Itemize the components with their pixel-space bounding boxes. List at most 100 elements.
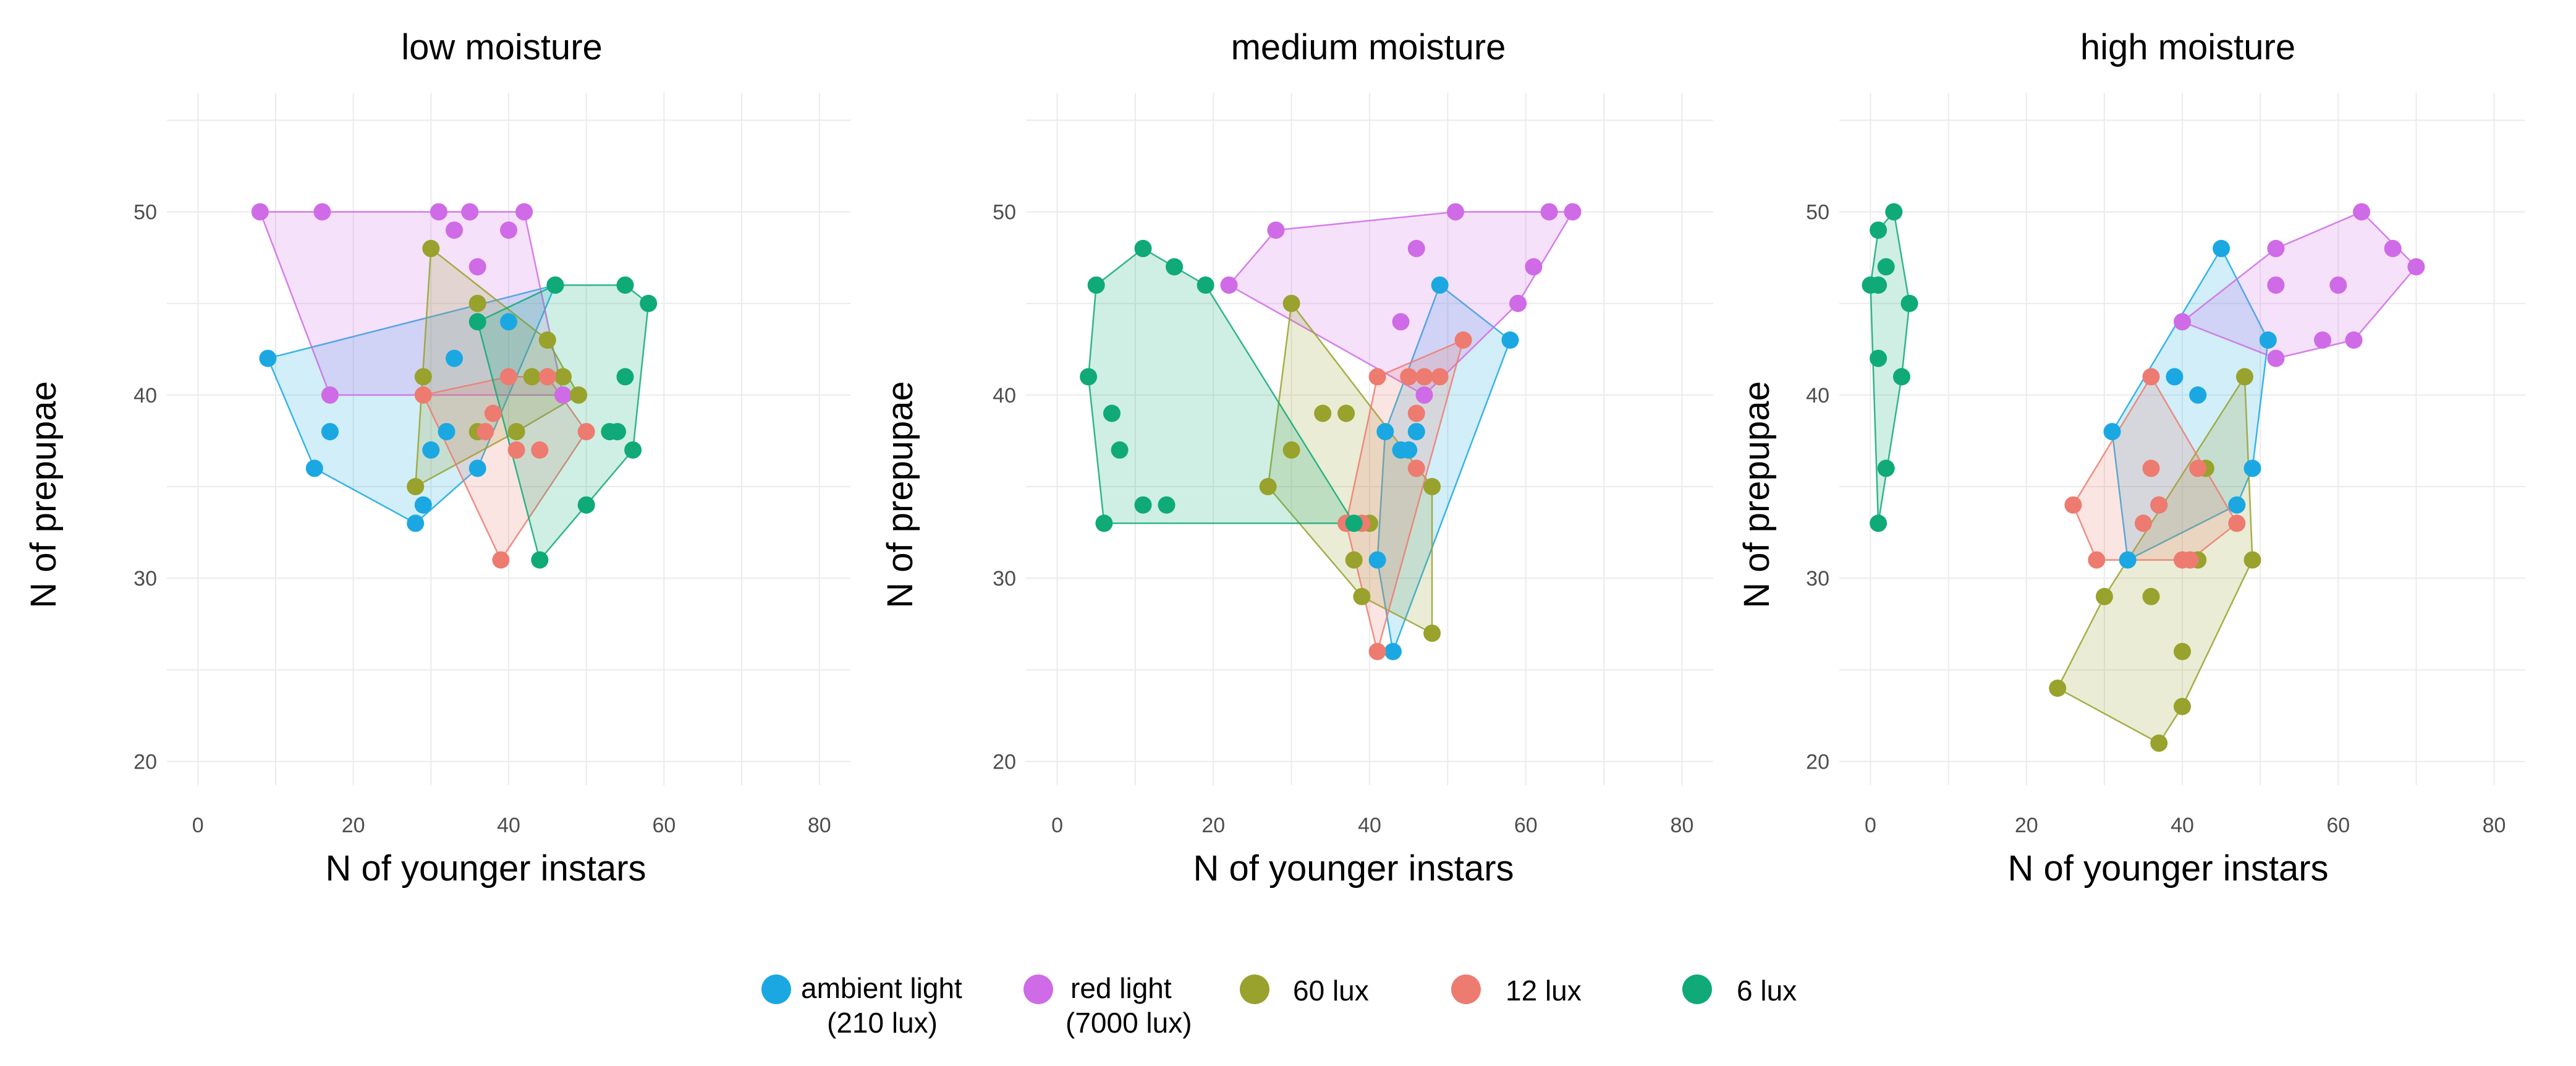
data-point-60-lux [1353,587,1371,605]
data-point-ambient-light-210-lux [1376,423,1394,441]
plot-grid [1839,93,2525,785]
data-point-red-light-7000-lux [1392,313,1410,331]
data-point-ambient-light-210-lux [2166,368,2184,386]
data-point-12-lux [2150,496,2168,514]
x-tick-label: 40 [1358,814,1381,837]
data-point-6-lux [1134,496,1152,514]
data-point-12-lux [507,441,525,459]
data-point-12-lux [1407,404,1425,422]
data-point-6-lux [1885,203,1903,221]
data-point-6-lux [616,368,634,386]
data-point-red-light-7000-lux [515,203,533,221]
axis-ticks: 0 20 40 60 80 20 30 40 50 [1806,201,2506,837]
y-tick-label: 30 [1806,567,1829,591]
legend-marker [761,974,791,1004]
data-point-red-light-7000-lux [500,221,517,239]
data-point-12-lux [2142,459,2160,477]
legend-marker [1682,974,1712,1004]
data-point-red-light-7000-lux [1447,203,1464,221]
legend-item-6-lux: 6 lux [1682,974,1797,1007]
data-point-12-lux [500,368,517,386]
data-point-red-light-7000-lux [1220,276,1238,294]
x-tick-label: 60 [1514,814,1538,837]
data-point-12-lux [2228,514,2246,532]
data-point-60-lux [407,478,425,495]
data-point-ambient-light-210-lux [1384,642,1402,660]
data-point-12-lux [1454,331,1472,349]
hull-60-lux [1267,301,1433,635]
data-point-6-lux [1345,514,1363,532]
x-tick-label: 20 [342,814,365,837]
data-point-6-lux [1877,459,1895,477]
data-point-12-lux [577,423,595,441]
data-point-6-lux [1197,276,1214,294]
data-point-6-lux [1111,441,1129,459]
data-point-6-lux [577,496,595,514]
data-point-12-lux [1431,368,1449,386]
data-point-12-lux [477,423,494,441]
data-point-12-lux [531,441,549,459]
data-point-red-light-7000-lux [1415,386,1433,404]
data-point-6-lux [1870,276,1888,294]
data-point-12-lux [414,386,432,404]
plot-grid [1026,93,1713,785]
data-point-60-lux [538,331,556,349]
data-point-ambient-light-210-lux [259,349,277,367]
data-point-60-lux [422,239,440,257]
data-point-ambient-light-210-lux [1407,423,1425,441]
data-point-12-lux [1407,459,1425,477]
legend-label: 12 lux [1506,974,1582,1007]
data-point-red-light-7000-lux [2329,276,2347,294]
data-point-6-lux [1103,404,1121,422]
data-point-60-lux [554,368,572,386]
data-point-12-lux [1368,368,1386,386]
data-point-ambient-light-210-lux [438,423,455,441]
panel-title: low moisture [401,27,603,67]
y-axis-label: N of prepupae [23,381,64,608]
x-axis-label: N of younger instars [1193,848,1514,889]
data-point-red-light-7000-lux [1540,203,1558,221]
data-point-60-lux [414,368,432,386]
data-point-6-lux [531,551,549,569]
x-tick-label: 80 [808,814,831,837]
data-point-60-lux [1314,404,1332,422]
panel-title: medium moisture [1231,27,1506,67]
data-point-ambient-light-210-lux [1368,551,1386,569]
data-point-red-light-7000-lux [2384,239,2402,257]
legend-sublabel: (7000 lux) [1066,1007,1192,1039]
legend-label: 60 lux [1293,974,1369,1007]
data-point-60-lux [1259,478,1277,495]
data-point-ambient-light-210-lux [2103,423,2121,441]
x-tick-label: 80 [2483,814,2506,837]
legend: ambient light (210 lux) red light (7000 … [761,972,1797,1039]
legend-label: 6 lux [1737,974,1797,1007]
data-point-12-lux [538,368,556,386]
y-tick-label: 40 [1806,384,1829,407]
data-point-red-light-7000-lux [2345,331,2363,349]
legend-item-12-lux: 12 lux [1451,974,1582,1007]
data-point-red-light-7000-lux [1267,221,1285,239]
data-point-12-lux [492,551,510,569]
data-point-6-lux [1087,276,1105,294]
data-point-ambient-light-210-lux [1400,441,1418,459]
data-point-12-lux [1400,368,1418,386]
data-point-6-lux [1900,294,1918,312]
x-tick-label: 0 [1865,814,1876,837]
x-tick-label: 40 [497,814,520,837]
data-point-ambient-light-210-lux [407,514,425,532]
legend-marker [1240,974,1269,1004]
data-point-6-lux [1870,349,1888,367]
x-tick-label: 20 [2015,814,2038,837]
data-point-red-light-7000-lux [468,258,486,276]
data-point-60-lux [2243,551,2261,569]
point-layer [251,203,658,569]
data-point-60-lux [570,386,588,404]
legend-marker [1451,974,1481,1004]
data-point-60-lux [2150,734,2168,752]
data-point-60-lux [2174,697,2191,715]
legend-item-60-lux: 60 lux [1240,974,1369,1007]
x-tick-label: 60 [2326,814,2350,837]
data-point-red-light-7000-lux [2314,331,2331,349]
